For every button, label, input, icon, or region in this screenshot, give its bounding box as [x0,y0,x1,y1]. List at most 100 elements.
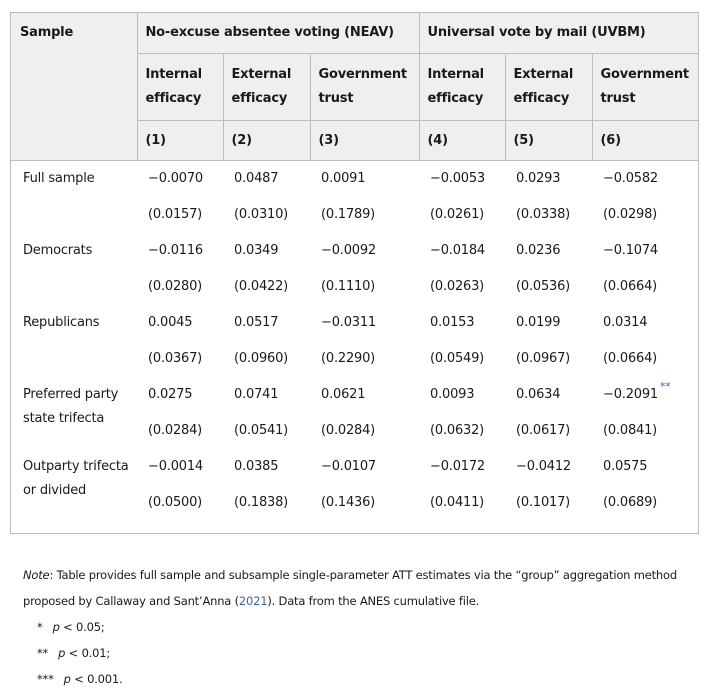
estimate-value: 0.0275 [148,386,193,402]
footnote-text: < 0.01; [65,646,111,660]
column-label: Government [600,66,690,82]
standard-error-cell: (0.1110) [321,278,376,294]
column-label: trust [600,90,636,106]
estimate-cell: −0.0116 [137,233,223,269]
estimate-cell: 0.0275 [137,377,223,413]
note-text: proposed by Callaway and Sant’Anna ( [23,594,239,608]
estimate-cell: −0.0582 [592,160,698,197]
estimate-value: −0.0107 [321,458,376,474]
column-label: efficacy [145,90,202,106]
column-number: (6) [591,119,699,161]
estimate-value: 0.0634 [516,386,561,402]
column-label: External [513,66,574,82]
estimate-cell: −0.0014 [137,449,223,485]
table-row-estimate: Outparty trifecta or divided −0.0014 0.038… [11,449,698,498]
estimate-cell: 0.0091 [310,160,419,197]
estimate-value: 0.0236 [516,242,561,258]
standard-error-cell: (0.1789) [321,206,376,222]
estimate-cell: 0.0487 [223,160,310,197]
standard-error-cell: (0.0664) [603,278,658,294]
estimate-cell: 0.0045 [137,305,223,341]
estimate-value: 0.0199 [516,314,561,330]
footnote-stars: *** [37,672,54,686]
estimate-cell: 0.0575 [592,449,698,485]
column-label: efficacy [513,90,570,106]
estimate-cell: 0.0293 [505,160,592,197]
note-line-2: proposed by Callaway and Sant’Anna (2021… [23,588,703,614]
standard-error-cell: (0.0338) [516,206,571,222]
estimate-value: 0.0293 [516,170,561,186]
column-header: Internal efficacy [136,52,224,121]
standard-error-cell: (0.0261) [430,206,485,222]
standard-error-cell: (0.0284) [321,422,376,438]
header-group-neav: No-excuse absentee voting (NEAV) [136,13,420,54]
standard-error-cell: (0.0536) [516,278,571,294]
row-label: Democrats [23,242,93,258]
table-row-estimate: Preferred party state trifecta 0.0275 0.07… [11,377,698,426]
footnote: * p < 0.05; [23,614,703,640]
results-table: Sample No-excuse absentee voting (NEAV) … [11,13,699,533]
note-line-1: Note: Table provides full sample and sub… [23,562,703,588]
estimate-value: −0.1074 [603,242,658,258]
estimate-value: 0.0093 [430,386,475,402]
standard-error-cell: (0.1436) [321,494,376,510]
standard-error-cell: (0.0541) [234,422,289,438]
standard-error-cell: (0.1838) [234,494,289,510]
row-label: Republicans [23,314,100,330]
table-row-se: (0.0500) (0.1838) (0.1436) (0.0411) (0.1017)… [11,485,698,533]
column-header: External efficacy [504,52,593,121]
standard-error-cell: (0.0263) [430,278,485,294]
row-label: Preferred party state trifecta [23,386,119,426]
column-number: (3) [309,119,420,161]
standard-error-cell: (0.0664) [603,350,658,366]
standard-error-cell: (0.0280) [148,278,203,294]
note-text: : Table provides full sample and subsamp… [49,568,677,582]
estimate-value: −0.0184 [430,242,485,258]
footnote-text: < 0.001. [70,672,123,686]
estimate-cell: −0.0070 [137,160,223,197]
column-header: Government trust [591,52,699,121]
header-group-uvbm: Universal vote by mail (UVBM) [418,13,699,54]
header-sample: Sample [11,13,138,161]
estimate-value: −0.0582 [603,170,658,186]
citation-link[interactable]: 2021 [238,594,268,608]
table-row-se: (0.0367) (0.0960) (0.2290) (0.0549) (0.0967)… [11,341,698,377]
estimate-value: −0.2091 [603,386,658,402]
standard-error-cell: (0.0967) [516,350,571,366]
column-label: External [231,66,292,82]
p-symbol: p [52,620,60,634]
row-label: Full sample [23,170,95,186]
standard-error-cell: (0.0157) [148,206,203,222]
column-label: Internal [145,66,203,82]
estimate-value: −0.0116 [148,242,203,258]
estimate-cell: 0.0349 [223,233,310,269]
standard-error-cell: (0.0422) [234,278,289,294]
standard-error-cell: (0.0632) [430,422,485,438]
column-number: (2) [222,119,311,161]
footnote-text: < 0.05; [59,620,105,634]
significance-marker[interactable]: ** [659,379,671,393]
column-number: (4) [418,119,506,161]
footnote-stars: * [37,620,43,634]
standard-error-cell: (0.2290) [321,350,376,366]
column-label: Internal [427,66,485,82]
estimate-cell: 0.0385 [223,449,310,485]
estimate-cell: 0.0236 [505,233,592,269]
standard-error-cell: (0.0549) [430,350,485,366]
footnote: ** p < 0.01; [23,640,703,666]
estimate-cell: −0.0184 [419,233,505,269]
estimate-cell: 0.0199 [505,305,592,341]
standard-error-cell: (0.0617) [516,422,571,438]
estimate-cell: −0.0053 [419,160,505,197]
estimate-value: 0.0487 [234,170,279,186]
estimate-cell: −0.2091** [592,377,698,413]
estimate-value: 0.0045 [148,314,193,330]
estimate-value: −0.0053 [430,170,485,186]
p-symbol: p [63,672,71,686]
standard-error-cell: (0.0367) [148,350,203,366]
estimate-value: 0.0385 [234,458,279,474]
footnote-stars: ** [37,646,49,660]
row-label: Outparty trifecta or divided [23,458,129,498]
estimate-value: −0.0412 [516,458,571,474]
estimate-cell: −0.1074 [592,233,698,269]
